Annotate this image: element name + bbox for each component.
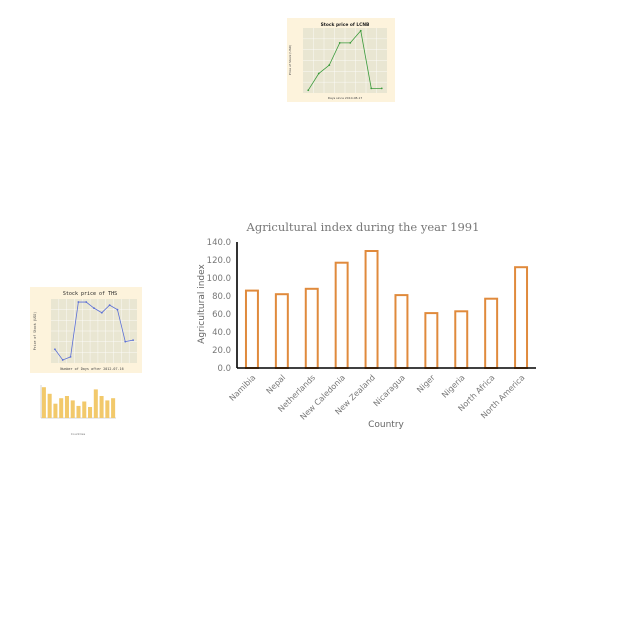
thumbnail-grid	[51, 299, 137, 363]
x-tick-label: Nicaragua	[372, 373, 407, 408]
countries-bar-thumbnail: Countries	[30, 375, 120, 437]
bar	[64, 396, 69, 418]
data-point	[77, 301, 80, 303]
agricultural-index-chart: Agricultural index during the year 1991 …	[197, 220, 536, 430]
x-tick-label: Nigeria	[440, 373, 467, 400]
y-tick-label: 120.0	[207, 256, 231, 266]
bar	[93, 389, 98, 418]
y-tick-label: 60.0	[212, 310, 231, 320]
bar	[454, 310, 469, 370]
data-point	[328, 64, 331, 67]
bar	[105, 400, 110, 418]
data-point	[124, 340, 127, 343]
bar	[334, 261, 349, 370]
data-point	[61, 359, 64, 361]
data-point	[93, 307, 95, 310]
x-tick-label: Nepal	[265, 373, 288, 396]
bar	[88, 407, 93, 418]
bar	[244, 289, 259, 369]
y-tick-label: 0.0	[217, 364, 231, 374]
thumbnail-x-label: Number of Days after 2012-07-16	[60, 367, 123, 371]
bar	[47, 393, 52, 418]
x-tick-label: Niger	[415, 373, 437, 395]
data-point	[338, 41, 341, 44]
bar	[99, 396, 104, 418]
bar	[111, 398, 116, 418]
bar	[59, 398, 64, 418]
chart-title: Agricultural index during the year 1991	[246, 220, 480, 234]
data-point	[349, 41, 352, 44]
bars	[244, 250, 529, 370]
data-point	[359, 29, 362, 32]
data-point	[132, 339, 134, 342]
bar	[76, 405, 81, 418]
lcnb-stock-thumbnail: Stock price of LCNB Days since 2010-08-1…	[287, 18, 395, 102]
bar	[484, 297, 499, 369]
ths-stock-thumbnail: Stock price of THS Number of Days after …	[30, 287, 142, 373]
bar	[424, 312, 439, 369]
series-line	[307, 29, 382, 91]
data-point	[116, 308, 119, 311]
y-tick-label: 140.0	[207, 238, 231, 248]
data-point	[108, 304, 111, 306]
bar	[70, 400, 75, 418]
y-tick-labels: 0.0 20.0 40.0 60.0 80.0 100.0 120.0 140.0	[207, 238, 231, 374]
data-point	[380, 87, 383, 90]
y-axis-label: Agricultural index	[197, 263, 207, 343]
data-point	[307, 89, 310, 92]
bar	[364, 250, 379, 369]
thumbnail-y-label: Price of Stock (USD)	[33, 312, 37, 350]
data-point	[69, 356, 72, 358]
y-tick-label: 80.0	[212, 292, 231, 302]
data-point	[370, 87, 373, 90]
data-point	[85, 301, 88, 303]
x-axis-label: Country	[368, 420, 404, 430]
y-tick-label: 40.0	[212, 328, 231, 338]
bar	[53, 403, 58, 418]
bar	[304, 287, 319, 369]
bar	[82, 401, 87, 418]
x-tick-label: Namibia	[228, 373, 258, 403]
data-point	[100, 311, 103, 314]
data-point	[54, 348, 56, 351]
bar	[514, 266, 529, 370]
bar	[274, 293, 289, 369]
thumbnail-y-label: Price of Stock (USD)	[288, 45, 292, 75]
thumbnail-title: Stock price of THS	[63, 291, 117, 297]
thumbnail-x-label: Days since 2010-08-17	[328, 96, 363, 100]
bar	[394, 294, 409, 369]
data-point	[317, 72, 320, 75]
thumbnail-x-label: Countries	[71, 432, 86, 436]
bar	[41, 387, 46, 418]
y-tick-label: 20.0	[212, 346, 231, 356]
thumbnail-title: Stock price of LCNB	[321, 22, 370, 28]
y-tick-label: 100.0	[207, 274, 231, 284]
